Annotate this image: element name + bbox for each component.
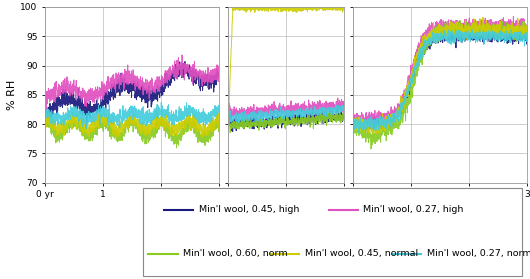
Y-axis label: % RH: % RH: [7, 80, 17, 110]
Text: Min'l wool, 0.45, high: Min'l wool, 0.45, high: [199, 205, 299, 214]
Text: Min'l wool, 0.27, high: Min'l wool, 0.27, high: [363, 205, 463, 214]
Text: Min'l wool, 0.27, normal: Min'l wool, 0.27, normal: [427, 249, 530, 258]
Text: Min'l wool, 0.60, norm: Min'l wool, 0.60, norm: [183, 249, 287, 258]
Text: Min'l wool, 0.45, normal: Min'l wool, 0.45, normal: [305, 249, 418, 258]
FancyBboxPatch shape: [143, 187, 522, 276]
